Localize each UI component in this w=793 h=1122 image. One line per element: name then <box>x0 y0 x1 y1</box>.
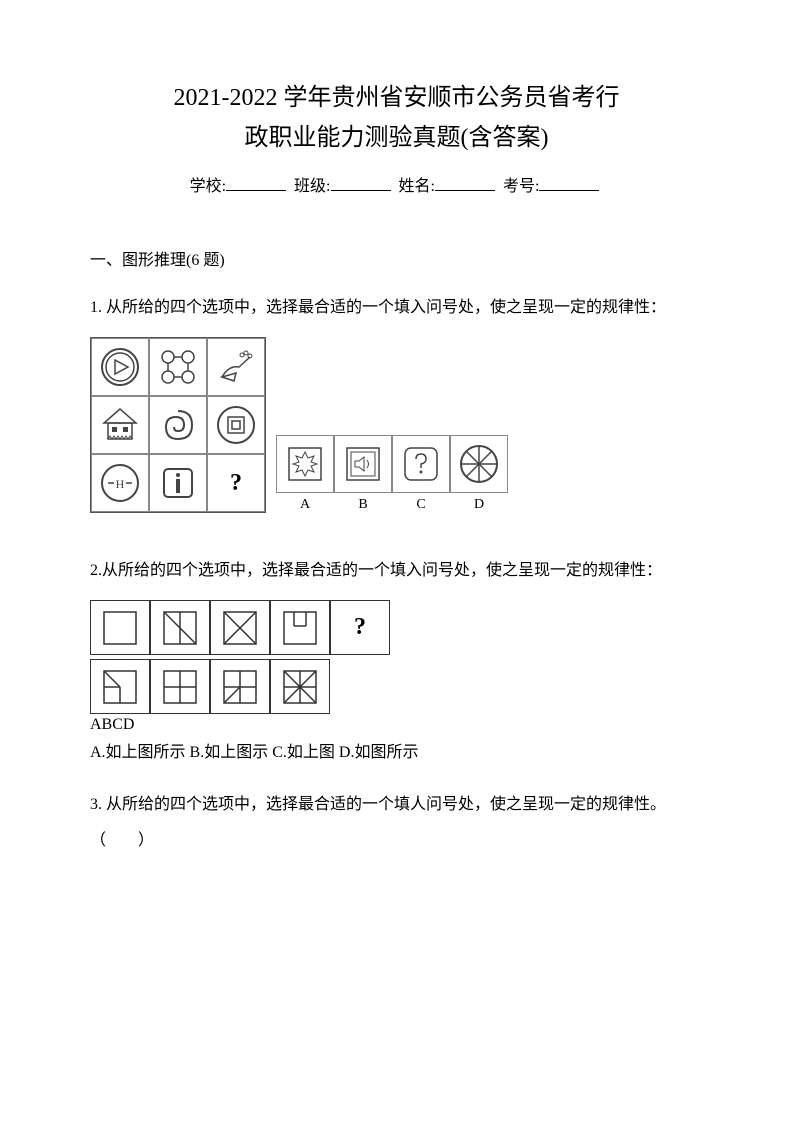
school-blank <box>226 190 286 191</box>
q2-r1c5: ? <box>330 600 390 655</box>
command-icon <box>156 345 200 389</box>
info-line: 学校: 班级: 姓名: 考号: <box>90 172 703 196</box>
q2-r1c1 <box>90 600 150 655</box>
exam-label: 考号: <box>503 178 539 195</box>
q1-options: A B <box>276 435 508 513</box>
house-icon <box>98 403 142 447</box>
stop-circle-icon <box>214 403 258 447</box>
section-title: 一、图形推理(6 题) <box>90 246 703 270</box>
speaker-square-icon <box>341 442 385 486</box>
q1-label-c: C <box>416 497 425 513</box>
q2-row1: ? <box>90 600 703 655</box>
q2-r2c4 <box>270 659 330 714</box>
q2-options-text: A.如上图所示 B.如上图示 C.如上图 D.如图所示 <box>90 738 703 762</box>
q1-cell-6 <box>207 396 265 454</box>
q2-abcd: ABCD <box>90 716 703 734</box>
q1-cell-1 <box>91 338 149 396</box>
q2-r1c4 <box>270 600 330 655</box>
q2-r2c3 <box>210 659 270 714</box>
q1-label-a: A <box>300 497 310 513</box>
info-square-icon <box>156 461 200 505</box>
spiral-icon <box>156 403 200 447</box>
q2-r2c2 <box>150 659 210 714</box>
q1-cell-2 <box>149 338 207 396</box>
q1-cell-5 <box>149 396 207 454</box>
q1-label-d: D <box>474 497 484 513</box>
q2-r1c2 <box>150 600 210 655</box>
question-square-icon <box>399 442 443 486</box>
q2-figure: ? <box>90 600 703 714</box>
name-label: 姓名: <box>399 178 435 195</box>
flag-icon <box>214 345 258 389</box>
title-line1: 2021-2022 学年贵州省安顺市公务员省考行 <box>90 80 703 116</box>
q1-text: 1. 从所给的四个选项中，选择最合适的一个填入问号处，使之呈现一定的规律性： <box>90 290 703 325</box>
square-cross-x-icon <box>278 667 322 707</box>
exam-blank <box>539 190 599 191</box>
square-diag-icon <box>158 608 202 648</box>
square-u-icon <box>278 608 322 648</box>
q1-option-b <box>334 435 392 493</box>
square-grid-icon <box>218 667 262 707</box>
q1-qmark: ? <box>230 470 242 497</box>
q1-option-a <box>276 435 334 493</box>
q1-cell-7: H <box>91 454 149 512</box>
pause-circle-icon: H <box>98 461 142 505</box>
square-icon <box>98 608 142 648</box>
q2-text: 2.从所给的四个选项中，选择最合适的一个填入问号处，使之呈现一定的规律性： <box>90 553 703 588</box>
play-circle-icon <box>98 345 142 389</box>
q1-grid: H ? <box>90 337 266 513</box>
class-label: 班级: <box>294 178 330 195</box>
q1-figure: H ? <box>90 337 703 513</box>
q1-cell-8 <box>149 454 207 512</box>
svg-text:H: H <box>116 477 125 491</box>
burst-square-icon <box>283 442 327 486</box>
q1-option-d <box>450 435 508 493</box>
q1-cell-3 <box>207 338 265 396</box>
q2-qmark: ? <box>354 614 366 641</box>
square-corner-icon <box>98 667 142 707</box>
class-blank <box>331 190 391 191</box>
wheel-icon <box>457 442 501 486</box>
q1-cell-4 <box>91 396 149 454</box>
q2-r1c3 <box>210 600 270 655</box>
square-x-icon <box>218 608 262 648</box>
q2-r2c1 <box>90 659 150 714</box>
q1-cell-9: ? <box>207 454 265 512</box>
school-label: 学校: <box>190 178 226 195</box>
q1-option-c <box>392 435 450 493</box>
q3-text: 3. 从所给的四个选项中，选择最合适的一个填人问号处，使之呈现一定的规律性。（ … <box>90 787 703 857</box>
q2-row2 <box>90 659 703 714</box>
name-blank <box>435 190 495 191</box>
square-quad-icon <box>158 667 202 707</box>
q1-label-b: B <box>358 497 367 513</box>
title-line2: 政职业能力测验真题(含答案) <box>90 120 703 156</box>
